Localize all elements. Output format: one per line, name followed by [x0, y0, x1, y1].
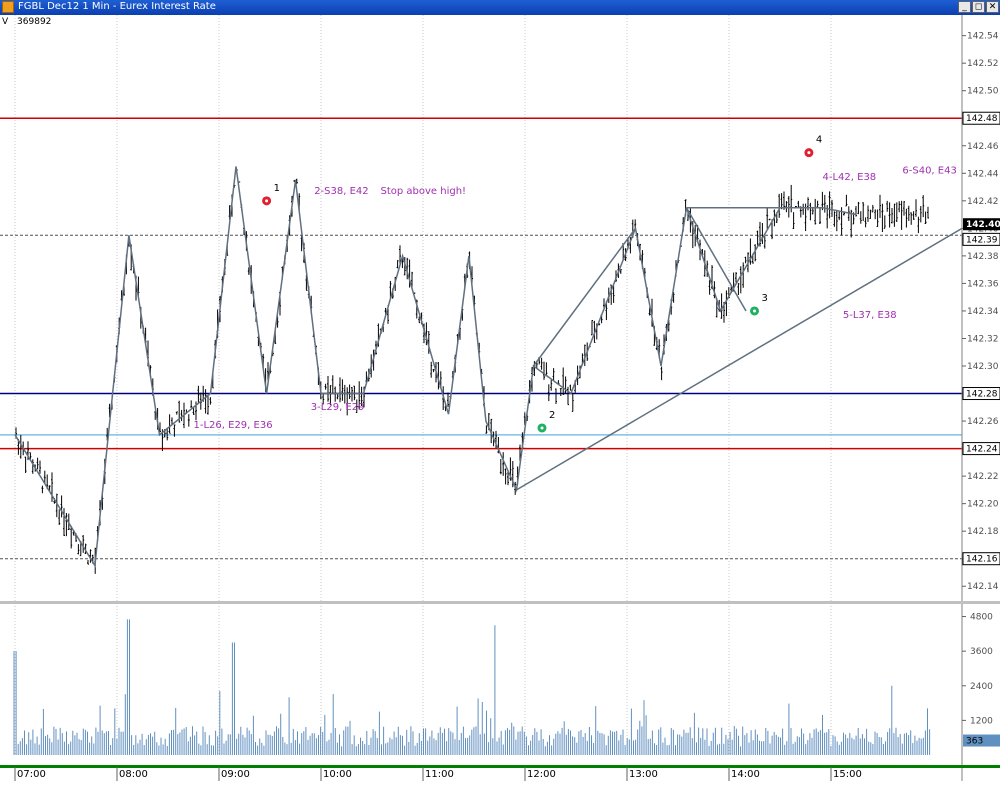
- time-tick-label: 15:00: [833, 769, 862, 780]
- trade-annotation: 5-L37, E38: [843, 310, 897, 321]
- time-tick-label: 12:00: [527, 769, 556, 780]
- app-icon: [2, 1, 14, 13]
- last-price-label: 142.40: [966, 220, 1000, 230]
- price-label: 142.39: [966, 235, 998, 245]
- readout-value: 369892: [17, 17, 52, 27]
- price-label: 142.24: [966, 445, 998, 455]
- price-tick-label: 142.46: [967, 142, 999, 152]
- price-label-box: [962, 387, 1000, 401]
- price-tick-label: 142.26: [967, 417, 999, 427]
- close-button[interactable]: ✕: [986, 1, 999, 13]
- price-tick-label: 142.18: [967, 527, 999, 537]
- price-tick-label: 142.54: [967, 32, 999, 42]
- time-tick-label: 14:00: [731, 769, 760, 780]
- trade-marker-label: 1: [274, 183, 280, 194]
- price-tick-label: 142.52: [967, 59, 999, 69]
- price-label-box: [962, 232, 1000, 246]
- time-scrollbar: [0, 765, 1000, 768]
- time-tick-label: 09:00: [221, 769, 250, 780]
- volume-tick-label: 2400: [970, 682, 993, 692]
- time-tick-label: 07:00: [17, 769, 46, 780]
- trade-marker-dot: [807, 151, 811, 155]
- price-label-box: [962, 111, 1000, 125]
- trade-annotation: 1-L26, E29, E36: [194, 420, 273, 431]
- price-tick-label: 142.30: [967, 362, 999, 372]
- trade-annotation: 2-S38, E42: [314, 186, 368, 197]
- price-tick-label: 142.34: [967, 307, 999, 317]
- price-chart[interactable]: 1 2 3 4 1-L26, E29, E36 2-S38, E42 Stop above…: [0, 15, 1000, 781]
- trade-marker-dot: [753, 309, 756, 313]
- price-tick-label: 142.32: [967, 334, 999, 344]
- time-tick-label: 11:00: [425, 769, 454, 780]
- trade-marker-label: 3: [762, 293, 768, 304]
- volume-last-box: [963, 734, 1000, 747]
- chart-area[interactable]: 1 2 3 4 1-L26, E29, E36 2-S38, E42 Stop above…: [0, 15, 1000, 781]
- trade-annotation: Stop above high!: [381, 186, 467, 197]
- price-tick-label: 142.36: [967, 279, 999, 289]
- trade-marker-label: 4: [816, 135, 822, 146]
- window-titlebar: FGBL Dec12 1 Min - Eurex Interest Rate _…: [0, 0, 1000, 15]
- volume-readout: V 369892: [2, 17, 57, 27]
- trade-annotation: 3-L29, E29: [311, 402, 365, 413]
- swing-line: [14, 166, 857, 568]
- trade-annotation: 6-S40, E43: [902, 165, 956, 176]
- trade-annotation: 4-L42, E38: [823, 172, 877, 183]
- price-label: 142.16: [966, 555, 998, 565]
- price-tick-label: 142.50: [967, 87, 999, 97]
- restore-button[interactable]: ◻: [972, 1, 985, 13]
- time-tick-label: 10:00: [323, 769, 352, 780]
- price-label: 142.48: [966, 114, 998, 124]
- readout-label: V: [2, 17, 9, 27]
- volume-tick-label: 1200: [970, 716, 993, 726]
- price-tick-label: 142.22: [967, 472, 999, 482]
- volume-tick-label: 3600: [970, 647, 993, 657]
- price-tick-label: 142.44: [967, 169, 999, 179]
- trendline: [516, 227, 963, 491]
- minimize-button[interactable]: _: [958, 1, 971, 13]
- trade-marker-label: 2: [549, 410, 555, 421]
- time-tick-label: 08:00: [119, 769, 148, 780]
- volume-last-label: 363: [966, 737, 983, 747]
- price-tick-label: 142.42: [967, 197, 999, 207]
- price-label: 142.28: [966, 390, 998, 400]
- last-price-box: [963, 218, 1000, 231]
- price-label-box: [962, 552, 1000, 566]
- price-tick-label: 142.38: [967, 252, 999, 262]
- price-tick-label: 142.20: [967, 500, 999, 510]
- trade-marker-dot: [265, 199, 269, 203]
- trade-marker-dot: [540, 426, 544, 430]
- trendline: [532, 227, 637, 367]
- trendline: [685, 207, 747, 312]
- price-tick-label: 142.14: [967, 582, 999, 592]
- time-tick-label: 13:00: [629, 769, 658, 780]
- price-label-box: [962, 442, 1000, 456]
- pane-separator: [0, 601, 1000, 604]
- window-title: FGBL Dec12 1 Min - Eurex Interest Rate: [18, 1, 216, 12]
- volume-tick-label: 4800: [970, 613, 993, 623]
